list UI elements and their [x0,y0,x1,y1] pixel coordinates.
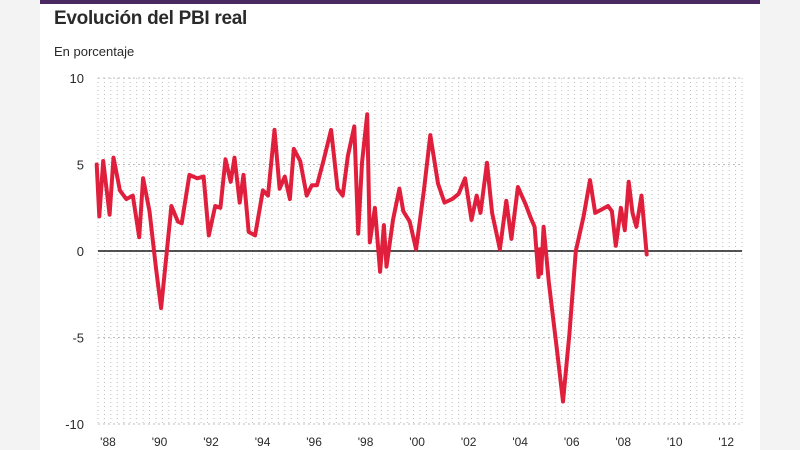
series-line [94,112,649,404]
x-tick-label: '08 [615,435,631,449]
x-tick-label: '04 [512,435,528,449]
chart-panel [40,0,760,450]
x-axis-ticks: '88 '90 '92 '94 '96 '98 '00 '02 '04 '06 '08 '10 '12 [100,435,734,449]
x-tick-label: '92 [203,435,219,449]
x-tick-label: '00 [409,435,425,449]
x-tick-label: '88 [100,435,116,449]
y-tick-label: -5 [72,331,84,346]
x-tick-label: '98 [358,435,374,449]
accent-bar [40,0,760,4]
chart-subtitle: En porcentaje [54,44,135,59]
x-tick-label: '90 [152,435,168,449]
x-tick-label: '94 [255,435,271,449]
horizontal-gridlines [98,77,742,425]
y-tick-label: -10 [65,417,84,432]
y-tick-label: 10 [70,71,84,86]
x-tick-label: '12 [718,435,734,449]
x-tick-label: '02 [461,435,477,449]
y-tick-label: 0 [77,244,84,259]
series-layer [94,112,649,404]
x-tick-label: '96 [306,435,322,449]
chart-title: Evolución del PBI real [54,8,247,29]
x-tick-label: '10 [667,435,683,449]
y-tick-label: 5 [77,158,84,173]
y-axis-ticks: 10 5 0 -5 -10 [65,71,84,432]
x-tick-label: '06 [564,435,580,449]
